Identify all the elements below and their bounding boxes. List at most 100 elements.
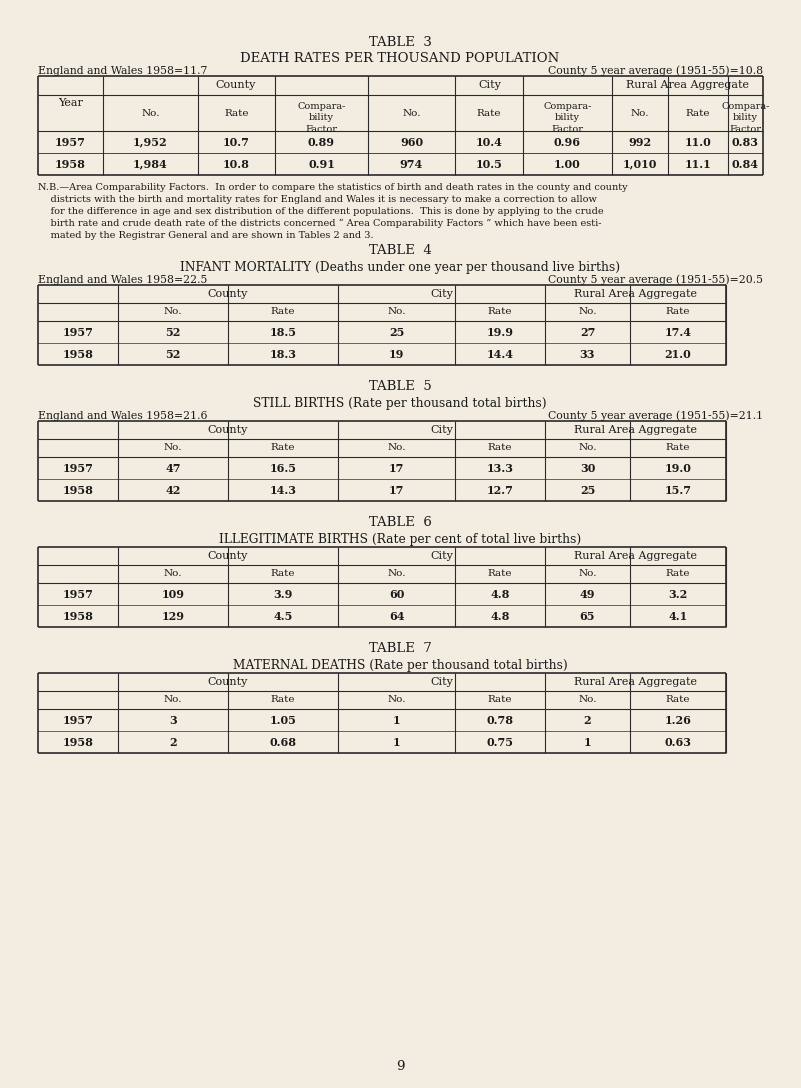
- Text: 992: 992: [629, 136, 651, 148]
- Text: Rate: Rate: [224, 109, 249, 118]
- Text: 18.3: 18.3: [269, 348, 296, 359]
- Text: birth rate and crude death rate of the districts concerned “ Area Comparability : birth rate and crude death rate of the d…: [38, 219, 602, 228]
- Text: N.B.—Area Comparability Factors.  In order to compare the statistics of birth an: N.B.—Area Comparability Factors. In orde…: [38, 183, 628, 191]
- Text: TABLE  4: TABLE 4: [368, 245, 432, 258]
- Text: County 5 year average (1951-55)=10.8: County 5 year average (1951-55)=10.8: [548, 65, 763, 76]
- Text: 19.0: 19.0: [665, 462, 691, 473]
- Text: No.: No.: [578, 444, 597, 453]
- Text: TABLE  7: TABLE 7: [368, 643, 432, 655]
- Text: Rate: Rate: [271, 695, 296, 705]
- Text: County: County: [207, 425, 248, 435]
- Text: Rate: Rate: [666, 695, 690, 705]
- Text: Rural Area Aggregate: Rural Area Aggregate: [574, 551, 697, 561]
- Text: 64: 64: [388, 610, 405, 621]
- Text: No.: No.: [141, 109, 159, 118]
- Text: No.: No.: [163, 695, 183, 705]
- Text: England and Wales 1958=21.6: England and Wales 1958=21.6: [38, 411, 207, 421]
- Text: Rate: Rate: [666, 569, 690, 579]
- Text: 25: 25: [388, 326, 405, 337]
- Text: 19: 19: [388, 348, 405, 359]
- Text: Rate: Rate: [488, 569, 513, 579]
- Text: 16.5: 16.5: [269, 462, 296, 473]
- Text: City: City: [430, 551, 453, 561]
- Text: 0.63: 0.63: [665, 737, 691, 747]
- Text: 4.8: 4.8: [490, 589, 509, 599]
- Text: England and Wales 1958=22.5: England and Wales 1958=22.5: [38, 275, 207, 285]
- Text: 65: 65: [580, 610, 595, 621]
- Text: 30: 30: [580, 462, 595, 473]
- Text: 1: 1: [392, 737, 400, 747]
- Text: 974: 974: [400, 159, 423, 170]
- Text: 1957: 1957: [62, 715, 94, 726]
- Text: 0.89: 0.89: [308, 136, 335, 148]
- Text: 129: 129: [162, 610, 184, 621]
- Text: 12.7: 12.7: [486, 484, 513, 495]
- Text: 25: 25: [580, 484, 595, 495]
- Text: City: City: [430, 289, 453, 299]
- Text: No.: No.: [387, 444, 406, 453]
- Text: 1,952: 1,952: [133, 136, 168, 148]
- Text: 0.96: 0.96: [554, 136, 581, 148]
- Text: districts with the birth and mortality rates for England and Wales it is necessa: districts with the birth and mortality r…: [38, 195, 597, 205]
- Text: 17: 17: [388, 462, 405, 473]
- Text: 1957: 1957: [62, 462, 94, 473]
- Text: 11.1: 11.1: [685, 159, 711, 170]
- Text: County: County: [207, 289, 248, 299]
- Text: TABLE  3: TABLE 3: [368, 36, 432, 49]
- Text: 3: 3: [169, 715, 177, 726]
- Text: 1.05: 1.05: [270, 715, 296, 726]
- Text: 14.3: 14.3: [269, 484, 296, 495]
- Text: 10.5: 10.5: [476, 159, 502, 170]
- Text: 1957: 1957: [55, 136, 86, 148]
- Text: England and Wales 1958=11.7: England and Wales 1958=11.7: [38, 66, 207, 76]
- Text: No.: No.: [387, 308, 406, 317]
- Text: 10.4: 10.4: [476, 136, 502, 148]
- Text: 1.26: 1.26: [665, 715, 691, 726]
- Text: 0.75: 0.75: [486, 737, 513, 747]
- Text: 52: 52: [165, 326, 181, 337]
- Text: 14.4: 14.4: [486, 348, 513, 359]
- Text: Rural Area Aggregate: Rural Area Aggregate: [626, 81, 749, 90]
- Text: 4.1: 4.1: [668, 610, 687, 621]
- Text: Rate: Rate: [686, 109, 710, 118]
- Text: 0.84: 0.84: [732, 159, 759, 170]
- Text: 13.3: 13.3: [486, 462, 513, 473]
- Text: INFANT MORTALITY (Deaths under one year per thousand live births): INFANT MORTALITY (Deaths under one year …: [180, 260, 620, 273]
- Text: 9: 9: [396, 1060, 405, 1073]
- Text: TABLE  5: TABLE 5: [368, 381, 432, 394]
- Text: 0.78: 0.78: [486, 715, 513, 726]
- Text: MATERNAL DEATHS (Rate per thousand total births): MATERNAL DEATHS (Rate per thousand total…: [232, 658, 567, 671]
- Text: Year: Year: [58, 99, 83, 109]
- Text: 60: 60: [388, 589, 405, 599]
- Text: Compara-
bility
Factor: Compara- bility Factor: [543, 102, 592, 134]
- Text: Rate: Rate: [488, 695, 513, 705]
- Text: 1957: 1957: [62, 589, 94, 599]
- Text: 1958: 1958: [62, 348, 94, 359]
- Text: Rural Area Aggregate: Rural Area Aggregate: [574, 425, 697, 435]
- Text: No.: No.: [578, 308, 597, 317]
- Text: ILLEGITIMATE BIRTHS (Rate per cent of total live births): ILLEGITIMATE BIRTHS (Rate per cent of to…: [219, 532, 581, 545]
- Text: 1958: 1958: [62, 484, 94, 495]
- Text: 3.2: 3.2: [668, 589, 687, 599]
- Text: Compara-
bility
Factor: Compara- bility Factor: [297, 102, 346, 134]
- Text: Rate: Rate: [488, 444, 513, 453]
- Text: 3.9: 3.9: [273, 589, 292, 599]
- Text: Rate: Rate: [666, 444, 690, 453]
- Text: 1.00: 1.00: [554, 159, 581, 170]
- Text: 42: 42: [165, 484, 181, 495]
- Text: City: City: [430, 425, 453, 435]
- Text: 19.9: 19.9: [486, 326, 513, 337]
- Text: STILL BIRTHS (Rate per thousand total births): STILL BIRTHS (Rate per thousand total bi…: [253, 396, 547, 409]
- Text: Rate: Rate: [488, 308, 513, 317]
- Text: Rate: Rate: [477, 109, 501, 118]
- Text: 1: 1: [584, 737, 591, 747]
- Text: 21.0: 21.0: [665, 348, 691, 359]
- Text: Rate: Rate: [271, 308, 296, 317]
- Text: Rate: Rate: [271, 569, 296, 579]
- Text: 10.8: 10.8: [223, 159, 250, 170]
- Text: No.: No.: [402, 109, 421, 118]
- Text: 17.4: 17.4: [665, 326, 691, 337]
- Text: 18.5: 18.5: [269, 326, 296, 337]
- Text: 4.5: 4.5: [273, 610, 292, 621]
- Text: County 5 year average (1951-55)=20.5: County 5 year average (1951-55)=20.5: [548, 274, 763, 285]
